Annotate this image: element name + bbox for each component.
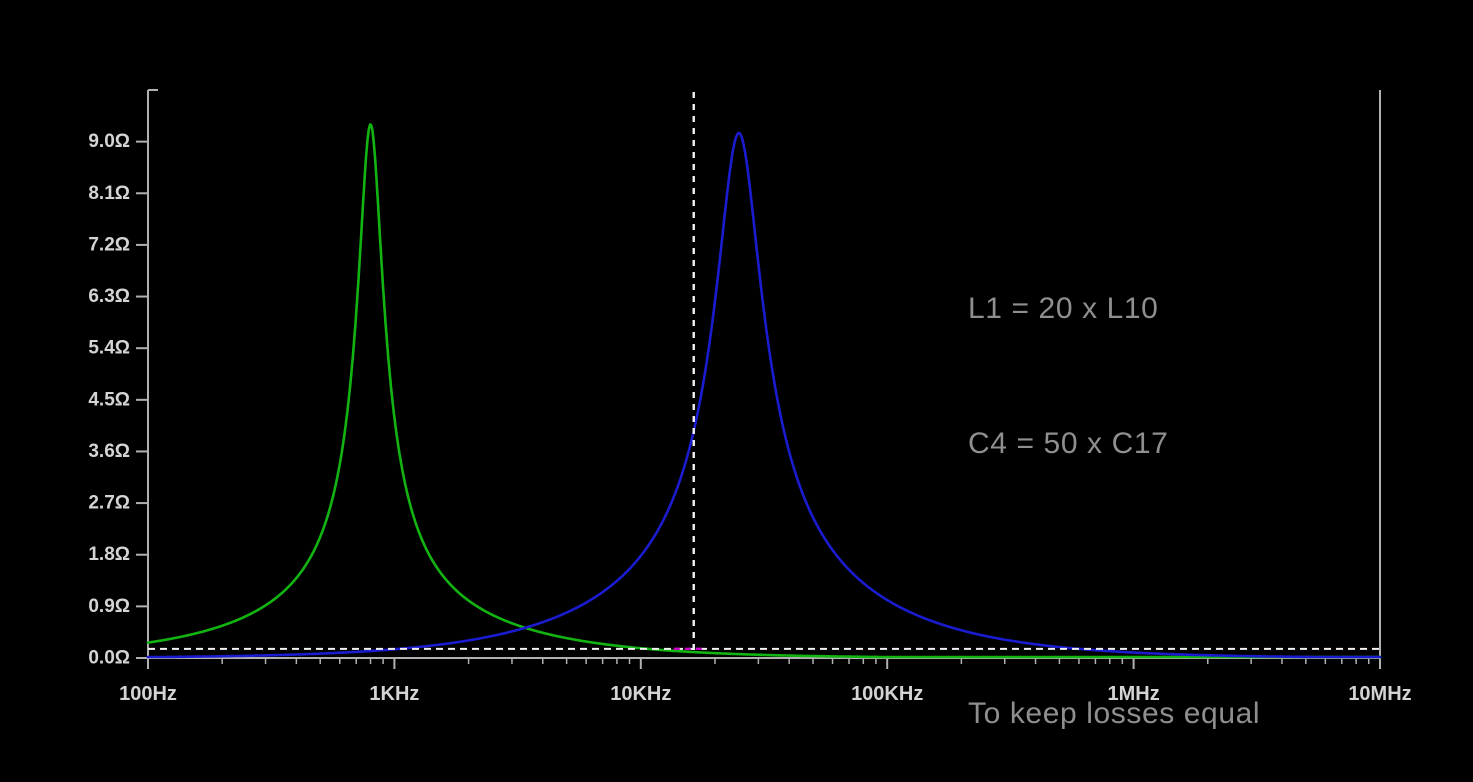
note-line-blank1 <box>968 556 1260 601</box>
x-axis-tick-label: 10KHz <box>610 683 671 705</box>
notes-text: L1 = 20 x L10 C4 = 50 x C17 To keep loss… <box>968 196 1260 782</box>
blue-trace <box>146 131 1382 659</box>
x-axis-tick-label: 100KHz <box>851 683 923 705</box>
y-axis-tick-label: 3.6Ω <box>88 441 130 462</box>
note-line-losses1: To keep losses equal <box>968 697 1261 730</box>
x-axis-tick-label: 1MHz <box>1107 683 1159 705</box>
note-line-l1: L1 = 20 x L10 <box>968 292 1159 325</box>
note-line-c4: C4 = 50 x C17 <box>968 427 1169 460</box>
x-axis-tick-label: 100Hz <box>119 683 177 705</box>
y-axis-tick-label: 9.0Ω <box>88 131 130 152</box>
y-axis-tick-label: 0.9Ω <box>88 596 130 617</box>
y-axis-tick-label: 7.2Ω <box>88 234 130 255</box>
green-trace <box>146 123 1382 659</box>
x-axis-tick-label: 10MHz <box>1348 683 1411 705</box>
y-axis-tick-label: 1.8Ω <box>88 544 130 565</box>
y-axis-tick-label: 6.3Ω <box>88 286 130 307</box>
y-axis-tick-label: 8.1Ω <box>88 183 130 204</box>
y-axis-tick-label: 2.7Ω <box>88 493 130 514</box>
y-axis-tick-label: 5.4Ω <box>88 338 130 359</box>
y-axis-tick-label: 4.5Ω <box>88 389 130 410</box>
y-axis-tick-label: 0.0Ω <box>88 648 130 669</box>
x-axis-tick-label: 1KHz <box>369 683 419 705</box>
